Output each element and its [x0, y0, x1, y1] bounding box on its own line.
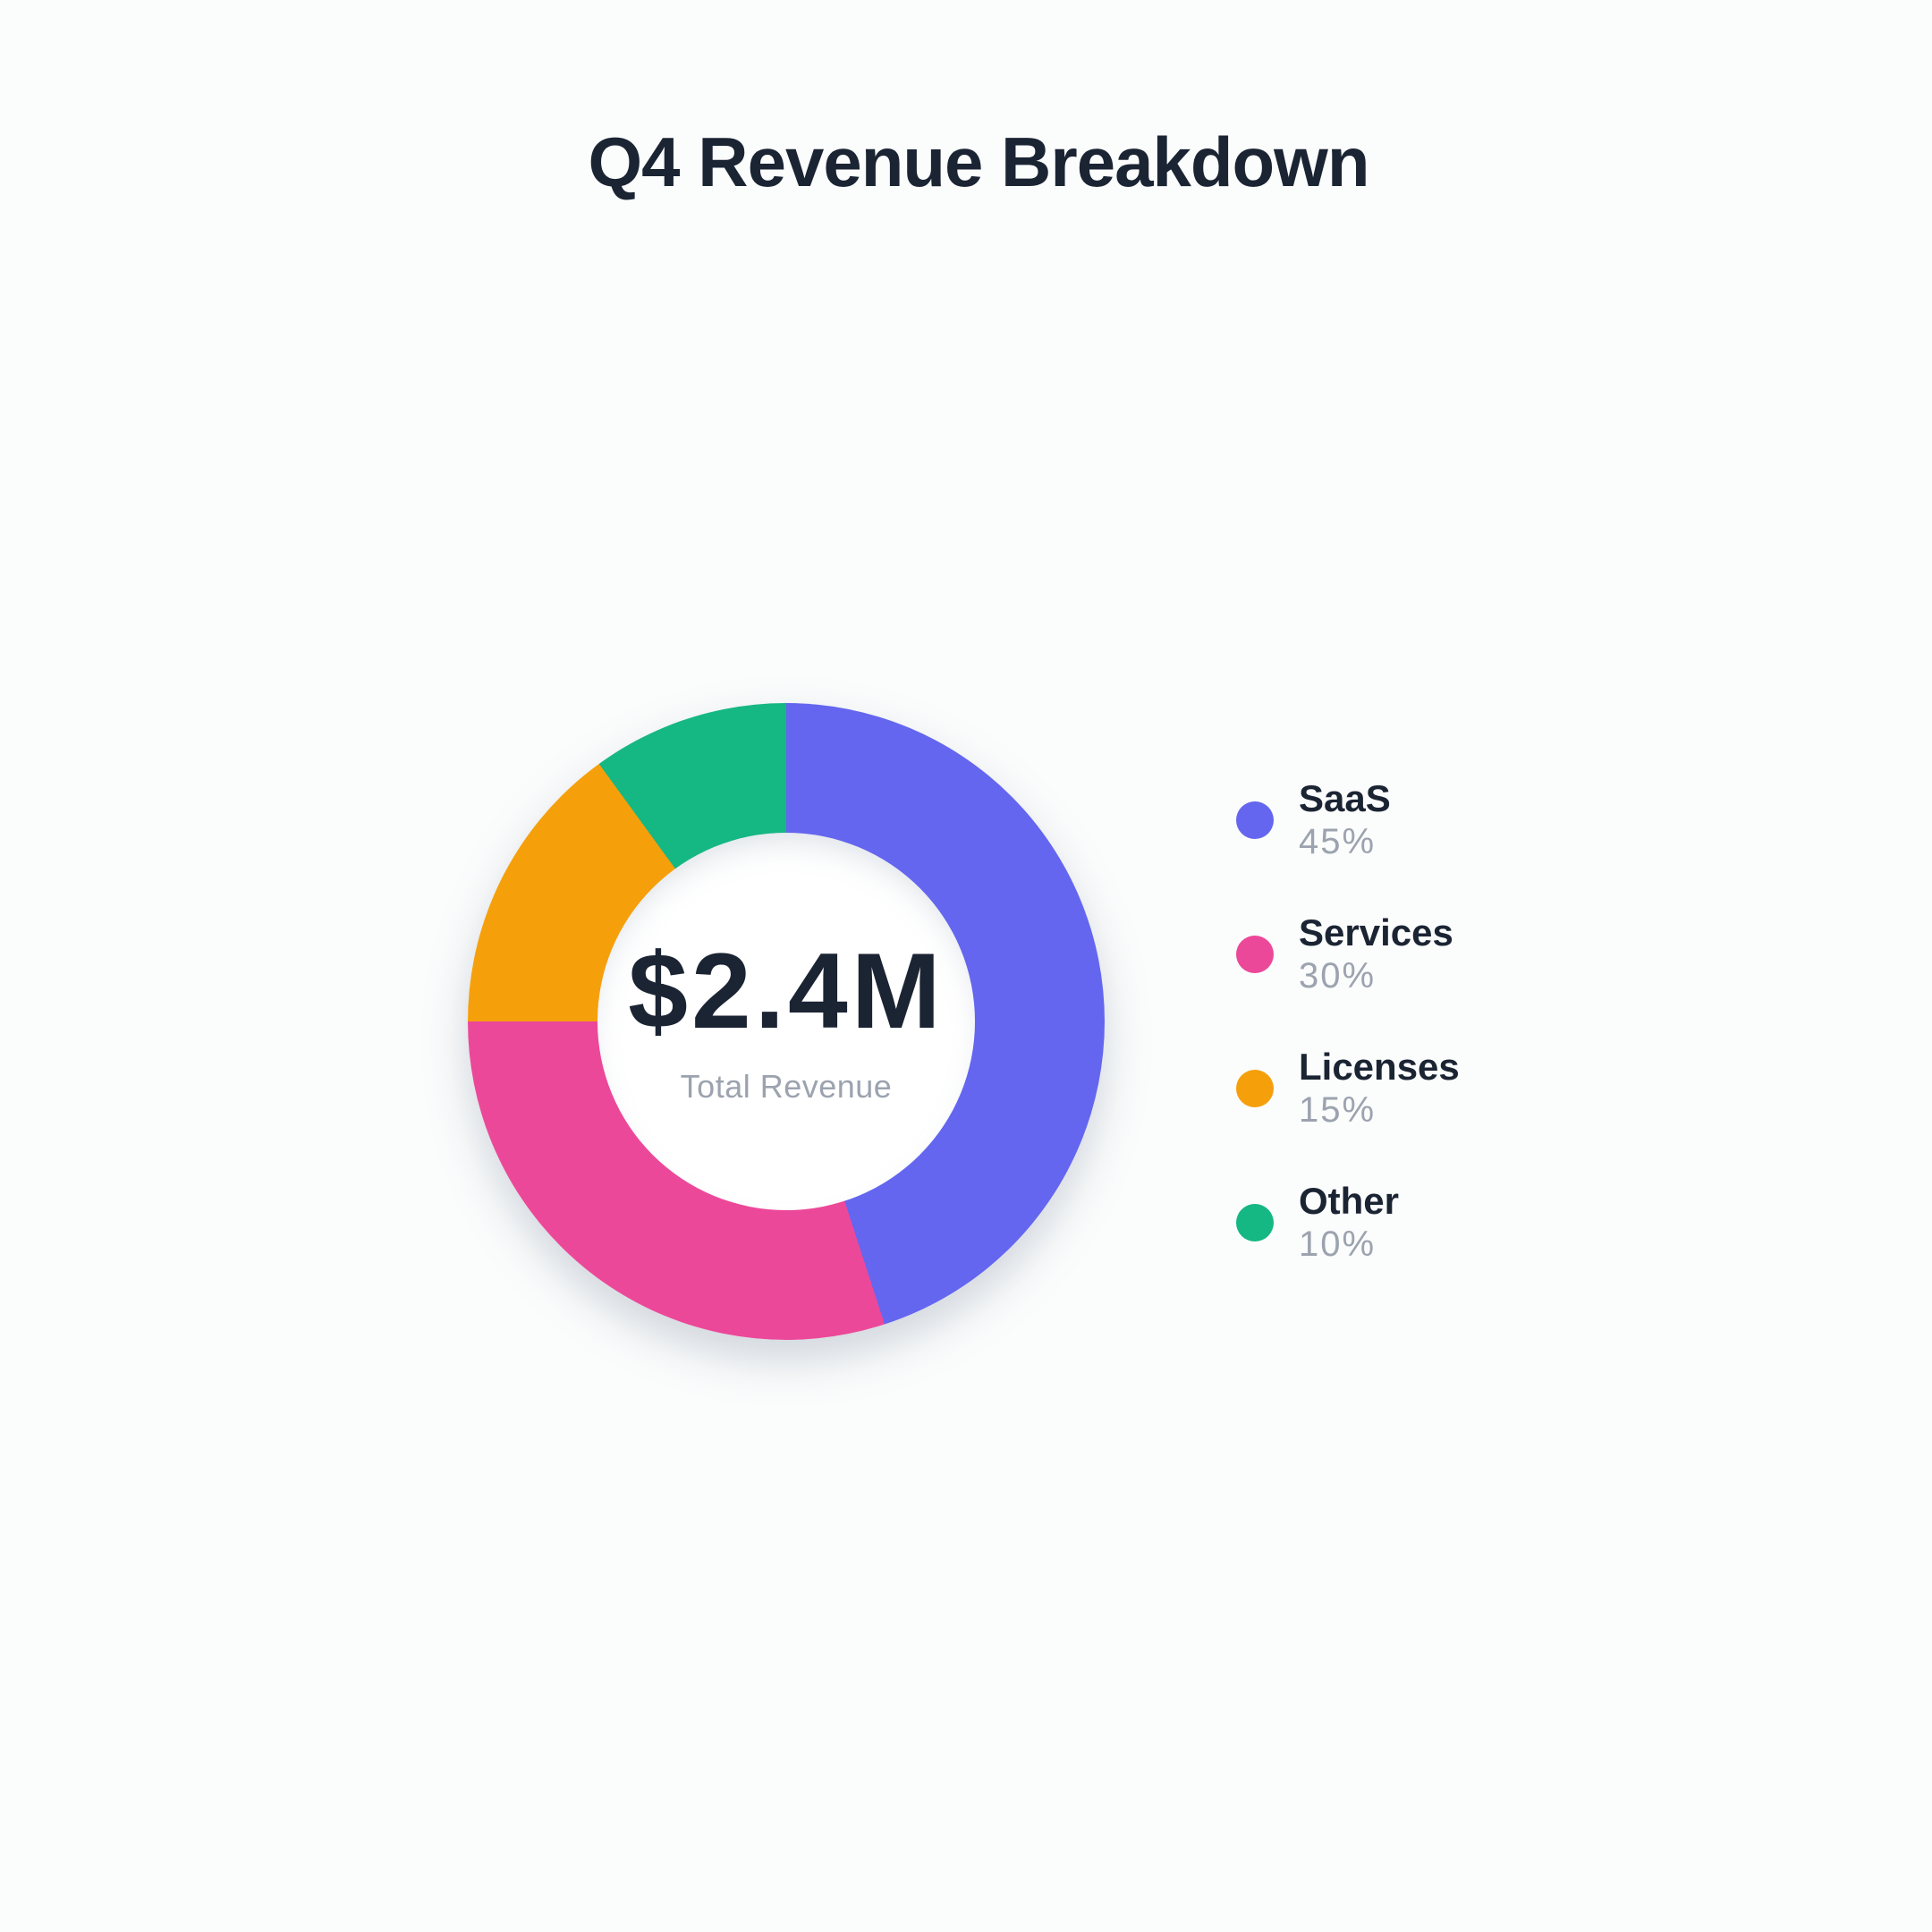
legend-dot-saas — [1236, 801, 1274, 839]
legend-item-services: Services 30% — [1236, 911, 1460, 997]
legend-item-other: Other 10% — [1236, 1180, 1460, 1266]
legend-percent: 30% — [1299, 956, 1377, 996]
donut-center: $2.4M Total Revenue — [597, 833, 975, 1210]
total-revenue-label: Total Revenue — [680, 1068, 893, 1105]
donut-chart: $2.4M Total Revenue — [468, 703, 1105, 1340]
legend-texts: Services 30% — [1299, 911, 1453, 997]
legend-percent: 15% — [1299, 1090, 1377, 1130]
legend-label: SaaS — [1299, 777, 1391, 819]
legend-dot-services — [1236, 936, 1274, 973]
total-revenue-value: $2.4M — [628, 931, 945, 1051]
legend-texts: Licenses 15% — [1299, 1046, 1460, 1131]
legend-label: Licenses — [1299, 1046, 1460, 1088]
legend-percent: 45% — [1299, 822, 1377, 861]
legend-texts: SaaS 45% — [1299, 777, 1391, 863]
legend-label: Other — [1299, 1180, 1400, 1222]
legend-percent: 10% — [1299, 1224, 1377, 1264]
legend-item-licenses: Licenses 15% — [1236, 1046, 1460, 1131]
legend-dot-licenses — [1236, 1070, 1274, 1107]
legend-label: Services — [1299, 911, 1453, 953]
legend-texts: Other 10% — [1299, 1180, 1399, 1266]
legend-item-saas: SaaS 45% — [1236, 777, 1460, 863]
chart-legend: SaaS 45% Services 30% Licenses 15% Other… — [1236, 777, 1460, 1266]
chart-title: Q4 Revenue Breakdown — [588, 123, 1370, 201]
legend-dot-other — [1236, 1204, 1274, 1241]
